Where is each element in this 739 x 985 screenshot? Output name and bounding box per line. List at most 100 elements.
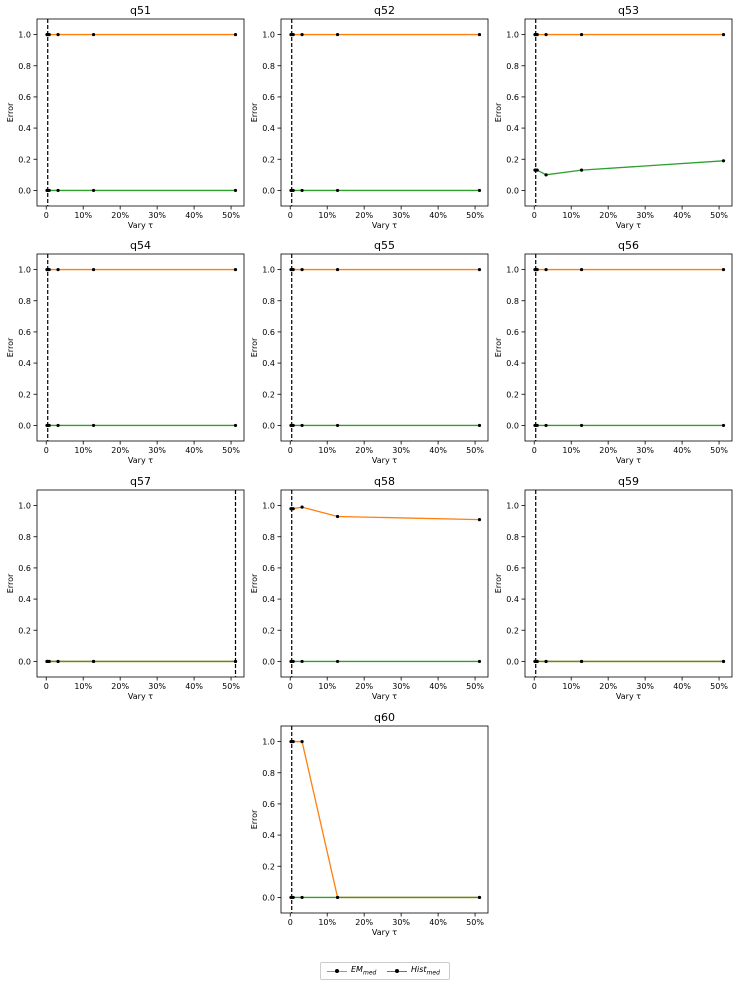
- subplot-q51: q51 0.0 0.2 0.4 0.6 0.8 1.0 0 10% 20% 30% 40% 50% Var…: [6, 4, 245, 230]
- data-point-hist: [47, 423, 51, 428]
- y-tick-label: 0.8: [506, 62, 519, 71]
- data-point-em: [300, 267, 304, 272]
- data-point-hist: [56, 659, 60, 664]
- y-tick-label: 0.0: [262, 421, 275, 430]
- data-point-hist: [335, 895, 340, 900]
- legend-item-hist: Histmed: [387, 965, 447, 979]
- axes-frame: [36, 253, 245, 442]
- data-point-em: [721, 32, 726, 37]
- x-tick-label: 0: [288, 211, 293, 220]
- x-tick-label: 30%: [148, 211, 166, 220]
- legend: EMmed Histmed: [320, 962, 450, 980]
- y-tick-label: 0.4: [262, 124, 275, 133]
- series-line-em: [290, 506, 480, 521]
- data-point-em: [233, 267, 238, 272]
- data-point-em: [477, 267, 482, 272]
- y-tick-label: 0.4: [262, 595, 275, 604]
- y-tick-label: 0.0: [18, 421, 31, 430]
- x-tick-label: 20%: [599, 682, 617, 691]
- data-point-em: [477, 32, 482, 37]
- data-point-hist: [579, 423, 584, 428]
- axes-frame: [280, 18, 489, 207]
- x-tick-label: 20%: [599, 211, 617, 220]
- x-tick-label: 10%: [74, 446, 92, 455]
- data-point-hist: [721, 159, 726, 163]
- x-tick-label: 50%: [222, 446, 240, 455]
- subplot-title: q54: [130, 239, 151, 252]
- data-point-em: [56, 267, 60, 272]
- y-tick-label: 0.6: [506, 93, 519, 102]
- data-point-hist: [47, 659, 51, 664]
- data-point-hist: [291, 188, 295, 193]
- subplot-title: q58: [374, 475, 395, 488]
- x-tick-label: 40%: [673, 211, 691, 220]
- data-point-em: [291, 507, 295, 511]
- subplot-q59: q59 0.0 0.2 0.4 0.6 0.8 1.0 0 10% 20% 30% 40% 50% Var…: [494, 475, 733, 701]
- data-point-hist: [300, 423, 304, 428]
- subplot-title: q57: [130, 475, 151, 488]
- x-tick-label: 40%: [429, 918, 447, 927]
- y-tick-label: 0.0: [506, 657, 519, 666]
- y-tick-label: 0.2: [18, 155, 31, 164]
- subplot-q57: q57 0.0 0.2 0.4 0.6 0.8 1.0 0 10% 20% 30% 40% 50% Var…: [6, 475, 245, 701]
- subplot-title: q55: [374, 239, 395, 252]
- y-tick-label: 0.2: [18, 390, 31, 399]
- x-tick-label: 0: [532, 211, 537, 220]
- y-tick-label: 0.0: [506, 186, 519, 195]
- y-tick-label: 0.8: [18, 533, 31, 542]
- x-tick-label: 20%: [355, 446, 373, 455]
- x-tick-label: 10%: [318, 211, 336, 220]
- x-tick-label: 10%: [74, 211, 92, 220]
- data-point-hist: [300, 188, 304, 193]
- x-tick-label: 0: [532, 682, 537, 691]
- x-tick-label: 20%: [355, 682, 373, 691]
- x-tick-label: 10%: [562, 682, 580, 691]
- x-tick-label: 50%: [466, 446, 484, 455]
- y-tick-label: 0.0: [506, 421, 519, 430]
- data-point-hist: [477, 423, 482, 428]
- axes-frame: [280, 725, 489, 914]
- y-axis-label: Error: [494, 337, 503, 357]
- data-point-hist: [291, 895, 295, 900]
- y-tick-label: 0.8: [262, 533, 275, 542]
- x-tick-label: 30%: [148, 446, 166, 455]
- y-tick-label: 0.4: [262, 831, 275, 840]
- subplot-q52: q52 0.0 0.2 0.4 0.6 0.8 1.0 0 10% 20% 30% 40% 50% Var…: [250, 4, 489, 230]
- data-point-hist: [56, 423, 60, 428]
- y-tick-label: 0.2: [18, 626, 31, 635]
- x-tick-label: 20%: [111, 446, 129, 455]
- x-axis-label: Vary τ: [128, 221, 153, 230]
- y-tick-label: 0.4: [506, 124, 519, 133]
- axes-frame: [280, 489, 489, 678]
- y-tick-label: 0.8: [506, 297, 519, 306]
- x-tick-label: 30%: [392, 211, 410, 220]
- data-point-hist: [233, 423, 238, 428]
- x-tick-label: 50%: [466, 211, 484, 220]
- axes-frame: [524, 18, 733, 207]
- x-tick-label: 10%: [562, 446, 580, 455]
- x-tick-label: 40%: [185, 446, 203, 455]
- y-tick-label: 0.8: [18, 297, 31, 306]
- axes-frame: [36, 489, 245, 678]
- data-point-em: [721, 267, 726, 272]
- subplot-q60: q60 0.0 0.2 0.4 0.6 0.8 1.0 0 10% 20% 30% 40% 50% Var…: [250, 711, 489, 937]
- x-tick-label: 40%: [673, 682, 691, 691]
- x-tick-label: 50%: [710, 682, 728, 691]
- y-axis-label: Error: [494, 573, 503, 593]
- x-tick-label: 30%: [636, 682, 654, 691]
- x-tick-label: 20%: [111, 211, 129, 220]
- data-point-hist: [579, 168, 584, 172]
- data-point-em: [335, 267, 340, 272]
- y-axis-label: Error: [250, 337, 259, 357]
- y-tick-label: 0.2: [262, 390, 275, 399]
- legend-em-marker: [335, 969, 339, 973]
- data-point-em: [91, 32, 96, 37]
- x-tick-label: 40%: [185, 682, 203, 691]
- data-point-em: [579, 267, 584, 272]
- y-tick-label: 0.6: [18, 93, 31, 102]
- axes-frame: [280, 253, 489, 442]
- axes-frame: [524, 253, 733, 442]
- y-axis-label: Error: [6, 337, 15, 357]
- x-tick-label: 50%: [710, 211, 728, 220]
- x-tick-label: 30%: [392, 918, 410, 927]
